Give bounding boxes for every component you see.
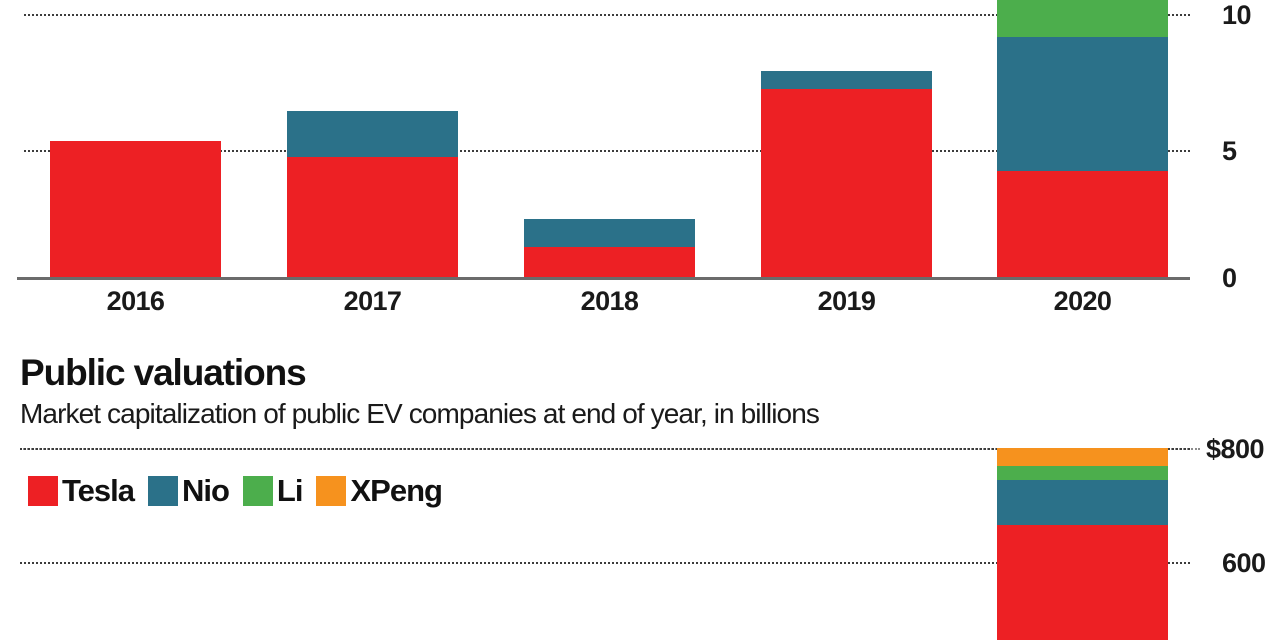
bar-2020-lower[interactable] [997, 448, 1168, 640]
legend-swatch-tesla-icon [28, 476, 58, 506]
legend-item-li[interactable]: Li [242, 473, 304, 509]
legend-item-tesla[interactable]: Tesla [28, 473, 135, 509]
y-tick-label-5: 5 [1222, 136, 1237, 166]
bar-segment-tesla [997, 525, 1168, 640]
y-tick-label-600: 600 [1222, 548, 1266, 578]
legend-item-xpeng[interactable]: XPeng [316, 473, 443, 509]
legend-swatch-xpeng-icon [316, 476, 347, 506]
legend-swatch-nio-icon [147, 476, 178, 506]
y-tick-label-0: 0 [1222, 263, 1237, 293]
bar-segment-nio [997, 480, 1168, 525]
bar-segment-li [997, 466, 1168, 480]
chart-subtitle: Market capitalization of public EV compa… [20, 398, 820, 429]
bar-segment-li [997, 0, 1168, 37]
legend-label-li: Li [276, 473, 304, 508]
legend-item-nio[interactable]: Nio [147, 473, 230, 509]
x-tick-label-2020: 2020 [1053, 286, 1112, 316]
bar-segment-tesla [761, 89, 932, 278]
x-tick-label-2016: 2016 [106, 286, 165, 316]
bar-segment-tesla [287, 157, 458, 278]
bar-segment-tesla [50, 141, 221, 278]
bar-2020[interactable] [997, 0, 1168, 278]
gridline-600 [20, 562, 1190, 564]
bar-segment-tesla [997, 171, 1168, 278]
bar-segment-nio [997, 37, 1168, 171]
y-tick-label-10: 10 [1222, 0, 1252, 30]
upper-stacked-bar-chart: 10 5 0 2016 2017 2018 2019 2020 [17, 0, 1252, 316]
bar-2018[interactable] [524, 219, 695, 278]
bar-segment-nio [287, 111, 458, 157]
chart-title: Public valuations [20, 352, 307, 393]
chart-legend: Tesla Nio Li XPeng [28, 473, 456, 509]
gridline-5 [24, 150, 1190, 152]
bar-2016[interactable] [50, 141, 221, 278]
gridline-800 [20, 448, 1190, 450]
legend-label-tesla: Tesla [62, 473, 135, 508]
bar-segment-nio [524, 219, 695, 247]
legend-label-xpeng: XPeng [350, 473, 442, 508]
legend-label-nio: Nio [181, 473, 230, 508]
x-tick-label-2017: 2017 [343, 286, 402, 316]
bar-segment-nio [761, 71, 932, 89]
y-tick-label-800: $800 [1206, 434, 1265, 464]
bar-segment-xpeng [997, 448, 1168, 466]
x-axis-line [17, 277, 1190, 280]
x-tick-label-2019: 2019 [817, 286, 876, 316]
bar-2019[interactable] [761, 71, 932, 278]
bar-segment-tesla [524, 247, 695, 278]
x-tick-label-2018: 2018 [580, 286, 639, 316]
bar-2017[interactable] [287, 111, 458, 278]
legend-swatch-li-icon [242, 476, 273, 506]
gridline-10 [24, 14, 1190, 16]
